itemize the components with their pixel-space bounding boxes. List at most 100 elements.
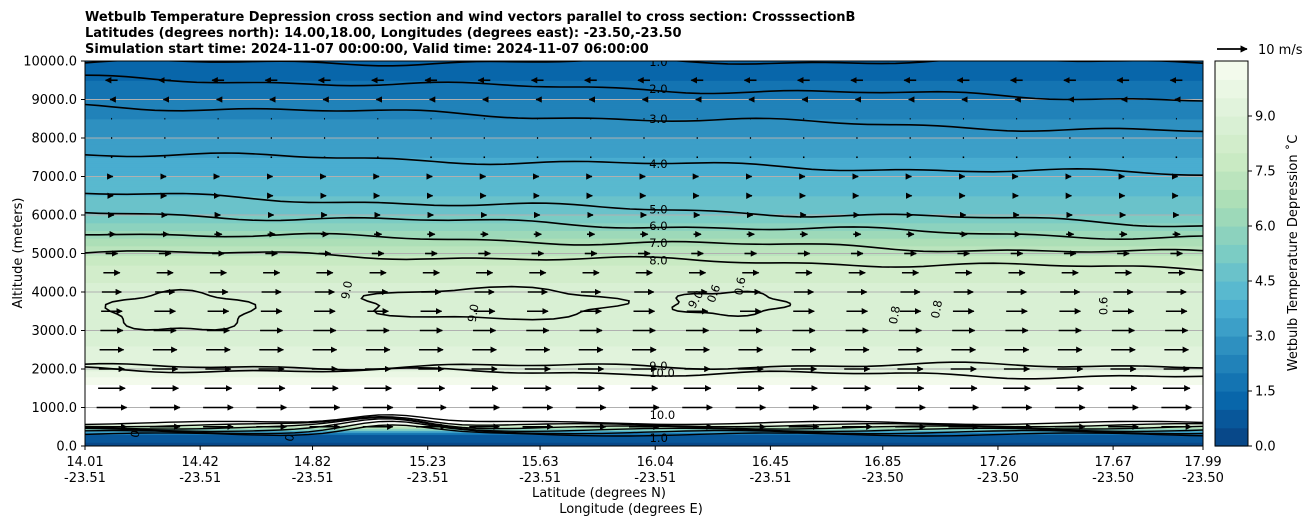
- contour-band: [85, 147, 1203, 151]
- colorbar-band: [1215, 409, 1248, 429]
- contour-band: [85, 395, 1203, 399]
- contour-band: [85, 288, 1203, 291]
- contour-band: [85, 189, 1203, 193]
- title-line-1: Wetbulb Temperature Depression cross sec…: [85, 10, 855, 25]
- contour-band: [85, 157, 1203, 160]
- x-tick-label-lon: -23.50: [1092, 471, 1134, 486]
- contour-band: [85, 345, 1203, 349]
- contour-band: [85, 363, 1203, 366]
- contour-label: 0.8: [886, 305, 903, 325]
- contour-band: [85, 342, 1203, 345]
- contour-label: 0.6: [704, 283, 723, 305]
- colorbar-tick-label: 6.0: [1255, 220, 1276, 235]
- contour-band: [85, 222, 1203, 226]
- contour-band: [85, 120, 1203, 124]
- contour-band: [85, 105, 1203, 108]
- contour-band: [85, 357, 1203, 360]
- contour-band: [85, 76, 1203, 79]
- colorbar-tick-label: 1.5: [1255, 385, 1276, 400]
- colorbar-band: [1215, 317, 1248, 337]
- contour-band: [85, 401, 1203, 405]
- x-tick-label-lon: -23.51: [634, 471, 676, 486]
- colorbar-band: [1215, 134, 1248, 154]
- x-tick-label-lat: 17.26: [979, 455, 1016, 470]
- contour-band: [85, 397, 1203, 401]
- contour-band: [85, 324, 1203, 328]
- contour-band: [85, 303, 1203, 307]
- colorbar-band: [1215, 61, 1248, 80]
- contour-band: [85, 365, 1203, 368]
- y-axis: 0.0 1000.0 2000.0 3000.0 4000.0 5000.0 6000.0 7…: [23, 55, 85, 455]
- contour-band: [85, 295, 1203, 299]
- contour-band: [85, 322, 1203, 326]
- contour-label: 0.8: [928, 299, 945, 319]
- contour-band: [85, 182, 1203, 185]
- contour-label: 1.0: [649, 55, 667, 69]
- y-tick-label: 0.0: [56, 440, 77, 455]
- colorbar-ticks: 0.0 1.5 3.0 4.5 6.0 7.5 9.0: [1248, 110, 1276, 455]
- contour-band: [85, 320, 1203, 324]
- contour-line: [85, 152, 1203, 176]
- contour-band: [85, 413, 1203, 416]
- contour-line: [85, 418, 1203, 433]
- contour-band: [85, 332, 1203, 335]
- contour-band: [85, 376, 1203, 380]
- y-tick-label: 9000.0: [32, 93, 78, 108]
- contour-band: [85, 420, 1203, 424]
- contour-band: [85, 369, 1203, 372]
- contour-label: 0: [282, 433, 297, 443]
- contour-band: [85, 417, 1203, 420]
- colorbar-band: [1215, 244, 1248, 264]
- y-tick-label: 2000.0: [32, 363, 78, 378]
- contour-band: [85, 243, 1203, 247]
- contour-band: [85, 268, 1203, 272]
- contour-band: [85, 265, 1203, 268]
- contour-label: 10.0: [649, 366, 675, 380]
- contour-band: [85, 338, 1203, 341]
- colorbar-band: [1215, 391, 1248, 410]
- contour-band: [85, 334, 1203, 337]
- contour-label: 1.0: [650, 431, 668, 445]
- colorbar-band: [1215, 354, 1248, 374]
- contour-band: [85, 438, 1203, 441]
- contour-band: [85, 124, 1203, 128]
- contour-band: [85, 240, 1203, 243]
- contour-label: 9.0: [338, 280, 355, 300]
- contour-band: [85, 411, 1203, 414]
- colorbar-band: [1215, 427, 1248, 447]
- contour-band: [85, 299, 1203, 303]
- x-axis-label-lon: Longitude (degrees E): [559, 502, 703, 517]
- contour-band: [85, 384, 1203, 387]
- contour-band: [85, 330, 1203, 334]
- contour-band: [85, 311, 1203, 314]
- contour-band: [85, 89, 1203, 93]
- colorbar-tick-label: 3.0: [1255, 330, 1276, 345]
- x-tick-label-lat: 15.63: [521, 455, 558, 470]
- x-tick-label-lat: 16.45: [752, 455, 789, 470]
- contour-band: [85, 392, 1203, 395]
- contour-band: [85, 205, 1203, 208]
- x-tick-label-lat: 17.99: [1184, 455, 1221, 470]
- colorbar-band: [1215, 226, 1248, 245]
- contour-band: [85, 74, 1203, 77]
- contour-label: 6.0: [649, 219, 667, 233]
- contour-band: [85, 203, 1203, 206]
- colorbar-band: [1215, 281, 1248, 300]
- contour-band: [85, 151, 1203, 154]
- colorbar-band: [1215, 262, 1248, 282]
- contour-band: [85, 282, 1203, 285]
- contour-band: [85, 82, 1203, 85]
- x-axis-label-lat: Latitude (degrees N): [532, 486, 666, 501]
- contour-band: [85, 130, 1203, 133]
- contour-band: [85, 361, 1203, 364]
- contour-band: [85, 349, 1203, 353]
- contour-label: 4.0: [649, 157, 667, 171]
- x-tick-label-lon: -23.51: [407, 471, 449, 486]
- contour-band: [85, 128, 1203, 131]
- contour-band: [85, 409, 1203, 412]
- contour-band: [85, 372, 1203, 376]
- contour-band: [85, 134, 1203, 137]
- contour-band: [85, 180, 1203, 183]
- contour-band: [85, 353, 1203, 357]
